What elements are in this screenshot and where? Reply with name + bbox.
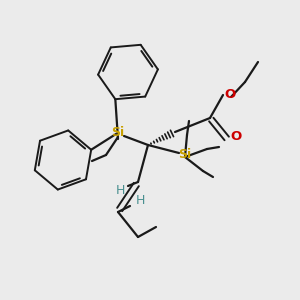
Text: Si: Si bbox=[178, 148, 192, 160]
Text: H: H bbox=[135, 194, 145, 206]
Text: H: H bbox=[115, 184, 125, 196]
Text: O: O bbox=[230, 130, 242, 143]
Text: O: O bbox=[224, 88, 236, 101]
Text: Si: Si bbox=[111, 125, 124, 139]
